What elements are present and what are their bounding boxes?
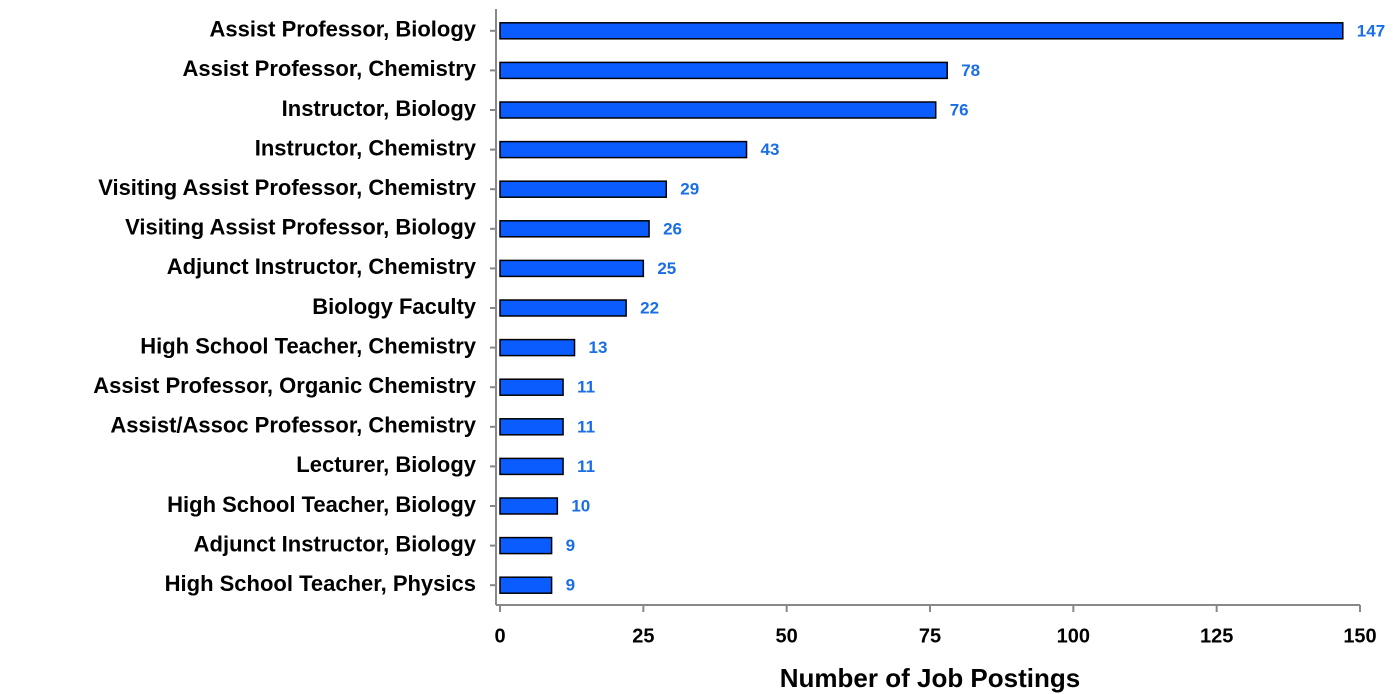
y-tick-label: Visiting Assist Professor, Biology <box>125 215 477 240</box>
y-tick-label: Adjunct Instructor, Chemistry <box>167 254 477 279</box>
x-tick-label: 25 <box>632 625 654 647</box>
data-label: 11 <box>577 378 595 397</box>
data-label: 78 <box>961 61 980 80</box>
x-tick-label: 100 <box>1057 625 1090 647</box>
bar <box>499 180 668 198</box>
y-tick-label: High School Teacher, Physics <box>165 571 476 596</box>
bar <box>499 101 937 119</box>
y-tick-label: Visiting Assist Professor, Chemistry <box>98 175 477 200</box>
y-tick-label: Lecturer, Biology <box>296 452 476 477</box>
x-tick-label: 50 <box>776 625 798 647</box>
y-tick-label: Assist Professor, Biology <box>209 17 476 42</box>
data-label: 25 <box>657 259 676 278</box>
bar <box>499 220 650 238</box>
bar <box>499 338 576 357</box>
bar <box>499 418 564 436</box>
x-axis-title: Number of Job Postings <box>780 663 1080 693</box>
y-tick-label: Assist Professor, Organic Chemistry <box>93 373 476 398</box>
data-label: 11 <box>577 457 595 476</box>
bar <box>499 140 748 159</box>
bar <box>499 22 1344 40</box>
data-label: 29 <box>680 180 699 199</box>
bar <box>499 497 559 515</box>
data-label: 10 <box>571 496 590 515</box>
data-label: 13 <box>589 338 608 357</box>
data-label: 9 <box>566 576 575 595</box>
bar <box>499 378 564 396</box>
y-tick-label: Assist Professor, Chemistry <box>183 56 477 81</box>
data-label: 43 <box>761 140 780 159</box>
bar <box>499 457 564 476</box>
x-tick-label: 0 <box>494 625 505 647</box>
y-tick-label: Instructor, Chemistry <box>255 135 477 160</box>
bar <box>499 536 553 555</box>
data-label: 22 <box>640 298 659 317</box>
y-tick-label: Instructor, Biology <box>282 96 477 121</box>
bar <box>499 576 553 594</box>
y-tick-label: High School Teacher, Chemistry <box>140 333 477 358</box>
y-tick-label: Biology Faculty <box>312 294 477 319</box>
x-tick-label: 150 <box>1343 625 1376 647</box>
x-tick-label: 75 <box>919 625 941 647</box>
data-label: 11 <box>577 417 595 436</box>
y-tick-label: Assist/Assoc Professor, Chemistry <box>110 413 476 438</box>
y-tick-label: High School Teacher, Biology <box>167 492 477 517</box>
x-tick-label: 125 <box>1200 625 1233 647</box>
bar <box>499 259 645 278</box>
data-label: 147 <box>1357 21 1385 40</box>
bar <box>499 61 948 80</box>
data-label: 26 <box>663 219 682 238</box>
data-label: 9 <box>566 536 575 555</box>
data-label: 76 <box>950 100 969 119</box>
y-tick-label: Adjunct Instructor, Biology <box>194 531 477 556</box>
bar <box>499 299 627 317</box>
